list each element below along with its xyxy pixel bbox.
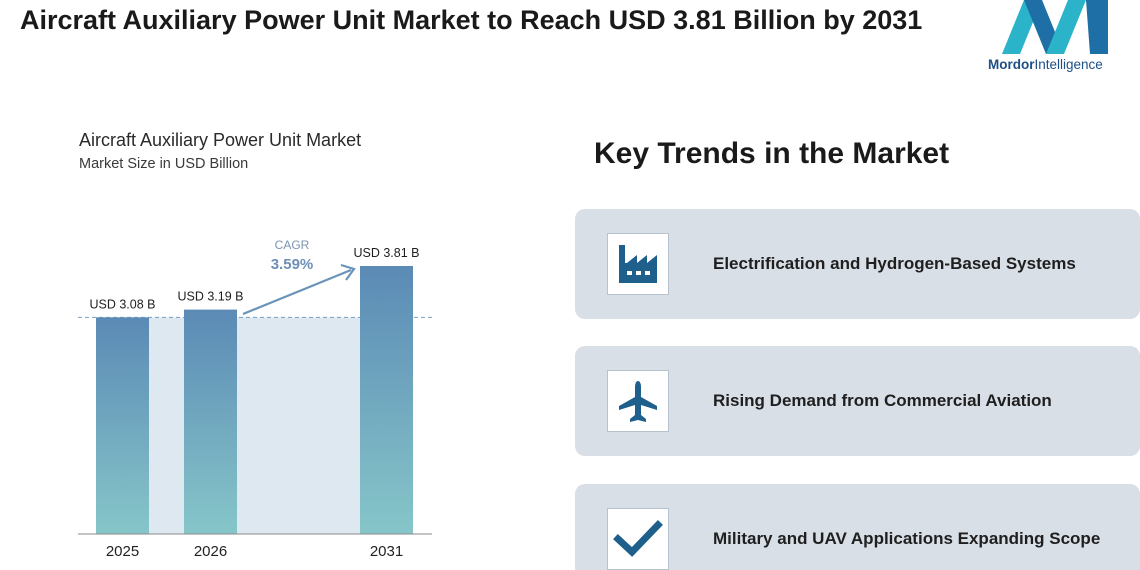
x-tick-label: 2026 — [194, 543, 227, 560]
chart-title: Aircraft Auxiliary Power Unit Market — [79, 130, 362, 150]
airplane-icon — [607, 370, 669, 432]
bar-2025 — [96, 317, 149, 534]
trend-label: Rising Demand from Commercial Aviation — [713, 391, 1052, 410]
page-headline: Aircraft Auxiliary Power Unit Market to … — [20, 5, 923, 35]
trend-label: Electrification and Hydrogen-Based Syste… — [713, 254, 1076, 273]
bar-value-label: USD 3.81 B — [353, 246, 419, 260]
bar-2031 — [360, 266, 413, 534]
x-tick-label: 2031 — [370, 543, 403, 560]
trend-card-commercial-aviation: Rising Demand from Commercial Aviation — [575, 346, 1140, 456]
trend-label: Military and UAV Applications Expanding … — [713, 529, 1101, 548]
bar-value-label: USD 3.08 B — [89, 297, 155, 311]
chart-subtitle: Market Size in USD Billion — [79, 156, 249, 172]
cagr-arrow — [242, 268, 352, 316]
trend-card-electrification: Electrification and Hydrogen-Based Syste… — [575, 209, 1140, 319]
cagr-arrowhead — [340, 263, 356, 281]
bar-chart: USD 3.08 B 2025 USD 3.19 B 2026 USD 3.81 B 20… — [78, 238, 432, 560]
trend-card-military-uav: Military and UAV Applications Expanding … — [575, 484, 1140, 570]
bar-value-label: USD 3.19 B — [177, 290, 243, 304]
logo-mark-icon — [1002, 0, 1108, 54]
factory-icon — [607, 233, 669, 295]
logo-wordmark: MordorIntelligence — [988, 57, 1103, 72]
cagr-value: 3.59% — [271, 256, 314, 273]
mordor-intelligence-logo: MordorIntelligence — [988, 0, 1122, 76]
key-trends-title: Key Trends in the Market — [594, 137, 950, 170]
bar-2026 — [184, 309, 237, 534]
x-tick-label: 2025 — [106, 543, 139, 560]
checkmark-icon — [607, 508, 669, 570]
cagr-label: CAGR — [275, 238, 310, 252]
